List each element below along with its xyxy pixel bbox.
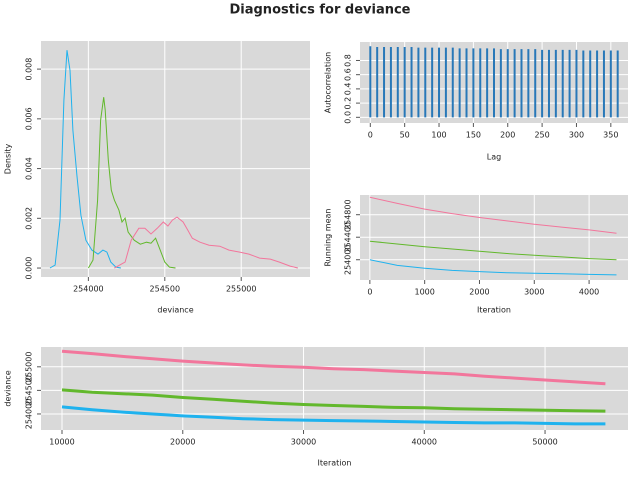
- plot-background: [41, 41, 310, 277]
- x-tick-label: 100: [431, 131, 446, 140]
- series-line: [61, 388, 606, 413]
- y-axis-label: deviance: [4, 370, 13, 406]
- x-tick-label: 255000: [226, 285, 257, 294]
- series-line: [369, 240, 617, 261]
- x-tick-label: 50: [400, 131, 410, 140]
- x-tick-label: 254000: [73, 285, 104, 294]
- x-tick-label: 30000: [291, 438, 316, 447]
- series-line: [49, 50, 121, 269]
- x-axis-label: deviance: [157, 306, 193, 315]
- y-tick-label: 0.0: [344, 111, 353, 124]
- y-tick-label: 0.8: [344, 54, 353, 67]
- y-tick-label: 0.4: [344, 83, 353, 96]
- y-tick-label: 254400: [344, 222, 353, 253]
- x-tick-label: 0: [368, 131, 373, 140]
- x-axis-label: Lag: [487, 153, 501, 162]
- x-tick-label: 1000: [414, 288, 434, 297]
- y-tick-label: 0.002: [25, 207, 34, 230]
- y-tick-label: 254000: [344, 244, 353, 275]
- y-tick-label: 0.008: [25, 58, 34, 81]
- y-tick-label: 254500: [25, 375, 34, 406]
- chart-title: Diagnostics for deviance: [229, 3, 410, 18]
- y-tick-label: 0.2: [344, 97, 353, 110]
- series-line: [61, 405, 606, 426]
- y-axis-label: Running mean: [324, 208, 333, 266]
- x-tick-label: 40000: [412, 438, 437, 447]
- y-axis-label: Autocorrelation: [324, 52, 333, 114]
- plot-background: [41, 347, 628, 430]
- x-tick-label: 300: [569, 131, 584, 140]
- x-tick-label: 2000: [469, 288, 489, 297]
- y-tick-label: 0.004: [25, 157, 34, 180]
- series-line: [369, 196, 617, 234]
- x-tick-label: 200: [500, 131, 515, 140]
- x-tick-label: 3000: [524, 288, 544, 297]
- x-tick-label: 10000: [49, 438, 74, 447]
- x-axis-label: Iteration: [318, 459, 352, 468]
- x-axis-label: Iteration: [477, 306, 511, 315]
- series-line: [61, 349, 606, 386]
- series-line: [87, 97, 176, 269]
- x-tick-label: 0: [367, 288, 372, 297]
- x-tick-label: 254500: [150, 285, 181, 294]
- y-axis-label: Density: [4, 144, 13, 175]
- x-tick-label: 4000: [579, 288, 599, 297]
- x-tick-label: 50000: [532, 438, 557, 447]
- y-tick-label: 0.000: [25, 257, 34, 280]
- x-tick-label: 150: [466, 131, 481, 140]
- y-tick-label: 0.006: [25, 107, 34, 130]
- y-tick-label: 0.6: [344, 68, 353, 81]
- y-tick-label: 254000: [25, 399, 34, 430]
- series-line: [114, 216, 298, 269]
- y-tick-label: 255000: [25, 352, 34, 383]
- series-line: [369, 259, 617, 276]
- x-tick-label: 20000: [170, 438, 195, 447]
- y-tick-label: 254800: [344, 199, 353, 230]
- x-tick-label: 250: [534, 131, 549, 140]
- x-tick-label: 350: [603, 131, 618, 140]
